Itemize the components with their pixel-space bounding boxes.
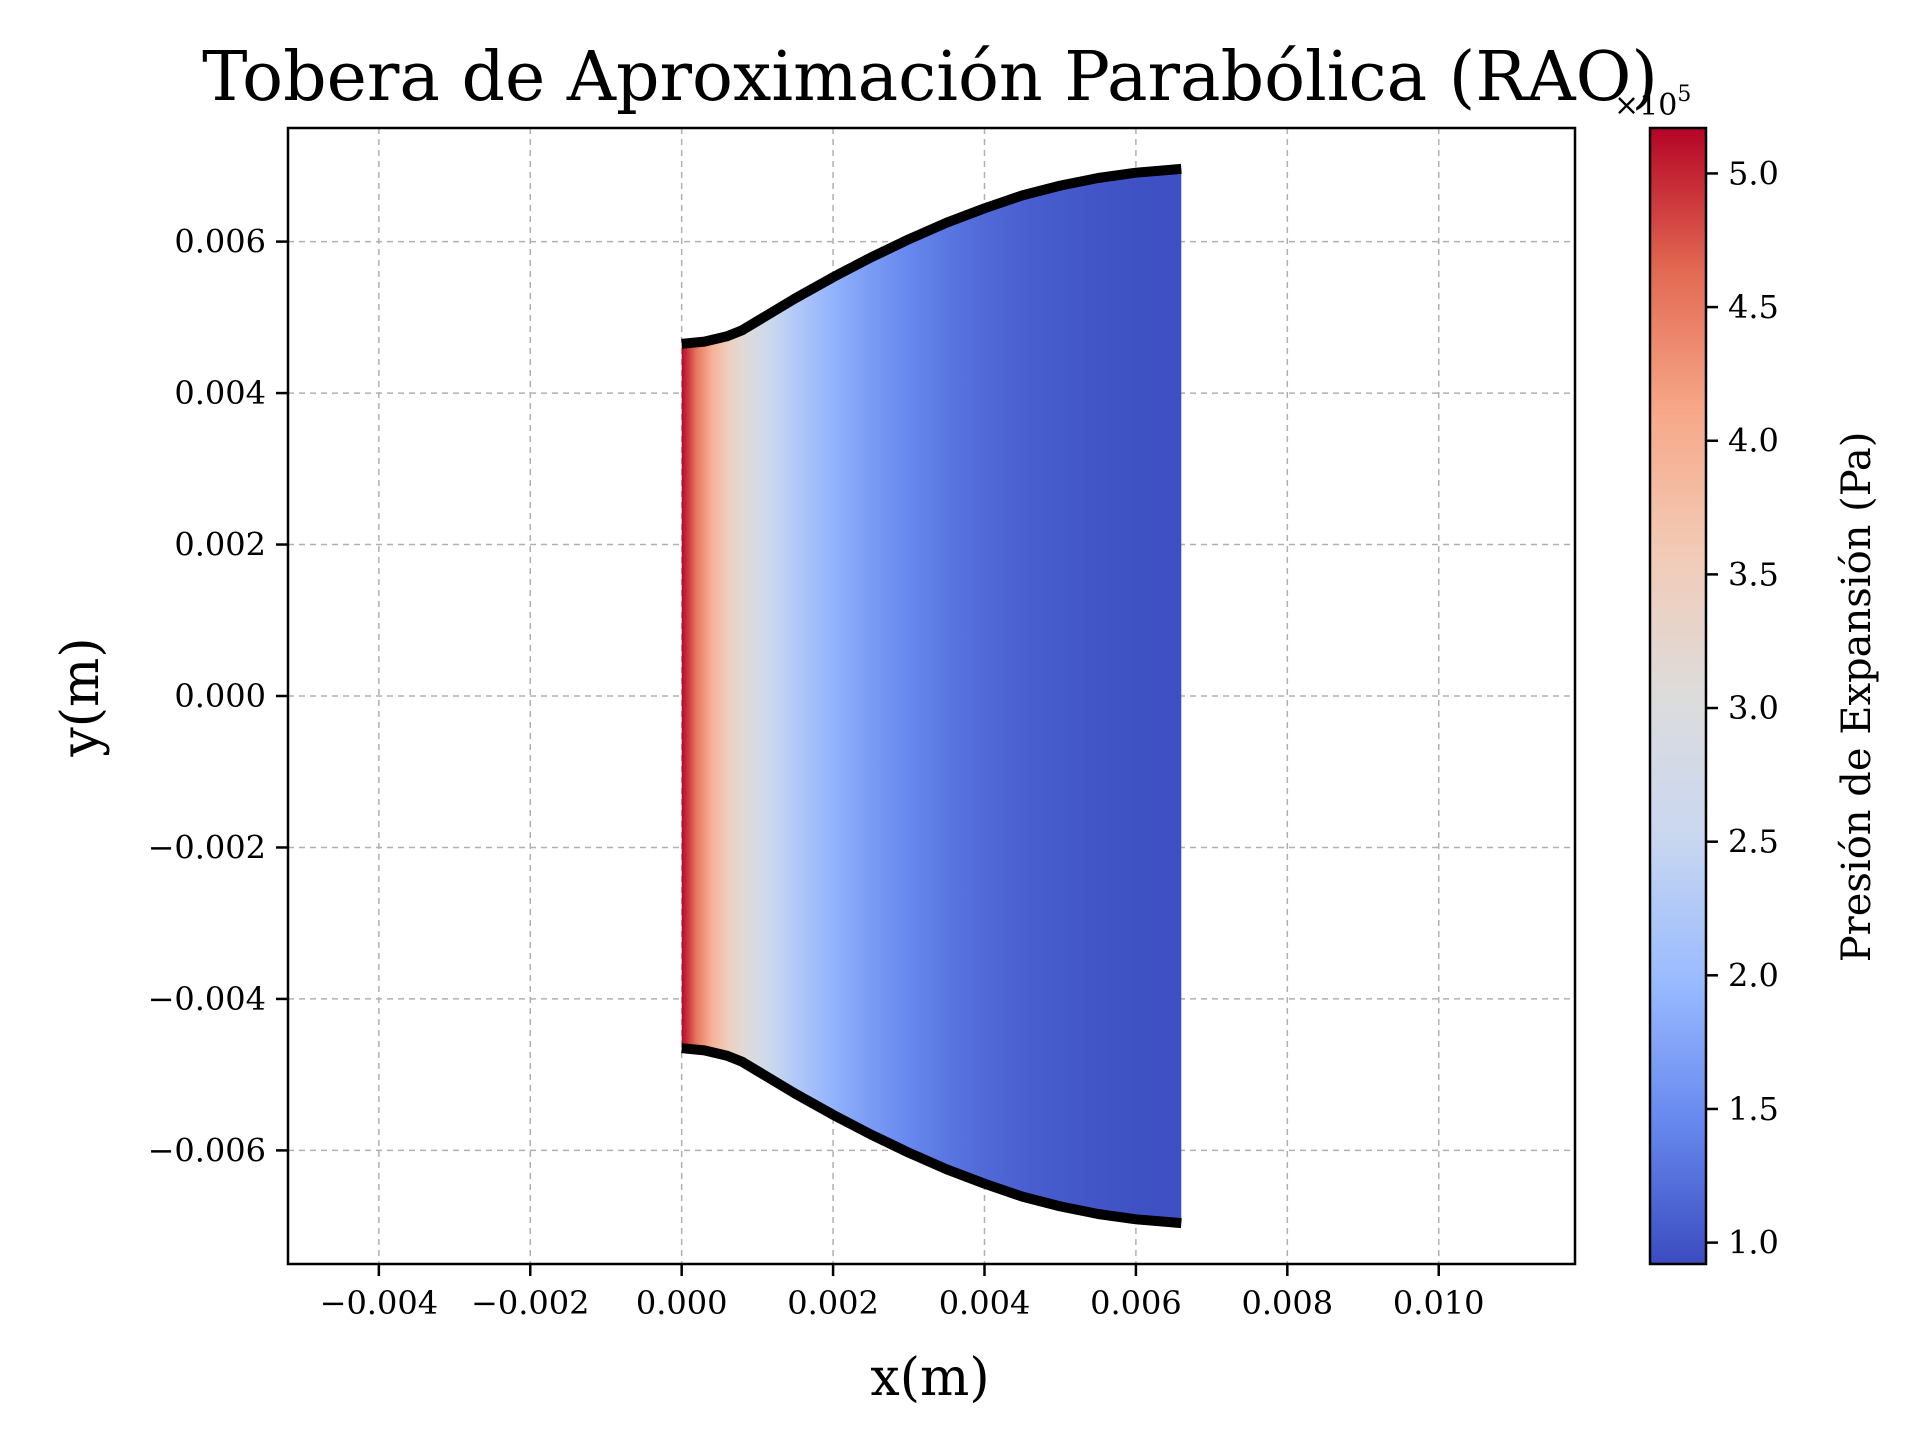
colorbar-tick-label: 3.5 [1728,555,1779,593]
x-axis-label: x(m) [870,1348,989,1408]
colorbar-ticks: 1.0 1.5 2.0 2.5 3.0 3.5 4.0 4.5 5.0 [1706,154,1779,1262]
y-tick-label: 0.002 [174,526,266,564]
colorbar-tick-label: 1.5 [1728,1090,1779,1128]
colorbar-multiplier-base: ×10 [1614,88,1677,123]
y-tick-label: 0.000 [174,677,266,715]
x-tick-label: 0.004 [939,1284,1031,1322]
colorbar [1648,126,1708,1266]
chart-title: Tobera de Aproximación Parabólica (RAO) [202,38,1658,117]
y-tick-label: −0.002 [148,828,266,866]
colorbar-tick-label: 2.0 [1728,956,1779,994]
x-tick-label: −0.002 [471,1284,589,1322]
x-tick-label: 0.008 [1242,1284,1334,1322]
colorbar-tick-label: 1.0 [1728,1224,1779,1262]
colorbar-tick-label: 2.5 [1728,823,1779,861]
y-axis: 0.006 0.004 0.002 0.000 −0.002 −0.004 −0.006 [148,223,288,1169]
x-tick-label: 0.000 [636,1284,728,1322]
x-tick-label: 0.006 [1090,1284,1182,1322]
colorbar-multiplier-exponent: 5 [1677,82,1691,107]
y-tick-label: 0.004 [174,374,266,412]
nozzle-wall-upper [681,163,1182,349]
y-tick-label: −0.006 [148,1131,266,1169]
nozzle-wall-lower [681,1043,1182,1229]
x-axis: −0.004 −0.002 0.000 0.002 0.004 0.006 0.008 0.0… [320,1264,1485,1322]
colorbar-label: Presión de Expansión (Pa) [1834,432,1880,963]
colorbar-tick-label: 5.0 [1728,154,1779,192]
x-tick-label: −0.004 [320,1284,438,1322]
colorbar-tick-label: 4.0 [1728,422,1779,460]
nozzle-pressure-field [681,168,1182,1224]
x-tick-label: 0.002 [787,1284,879,1322]
colorbar-tick-label: 3.0 [1728,689,1779,727]
x-tick-label: 0.010 [1393,1284,1485,1322]
y-axis-label: y(m) [51,637,111,757]
colorbar-multiplier: ×105 [1614,82,1691,123]
y-tick-label: −0.004 [148,980,266,1018]
y-tick-label: 0.006 [174,223,266,261]
colorbar-tick-label: 4.5 [1728,288,1779,326]
